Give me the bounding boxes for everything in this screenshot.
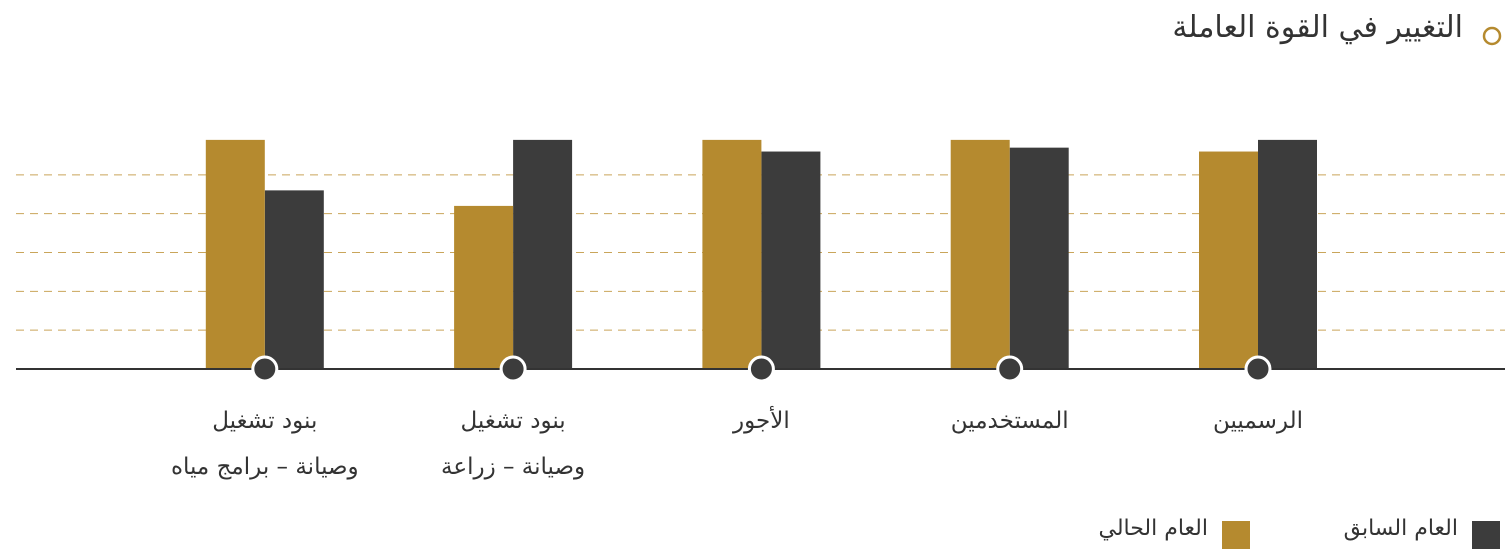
bar bbox=[1009, 147, 1069, 369]
bar bbox=[264, 190, 324, 369]
bar bbox=[454, 205, 514, 369]
legend-swatch bbox=[1222, 521, 1250, 549]
bar bbox=[950, 139, 1010, 369]
bar bbox=[761, 151, 821, 369]
legend-label: العام السابق bbox=[1343, 516, 1458, 541]
bar bbox=[1199, 151, 1258, 369]
bar bbox=[513, 139, 573, 369]
legend-swatch bbox=[1472, 521, 1500, 549]
axis-marker bbox=[499, 355, 527, 383]
x-tick-label: بنود تشغيل وصيانة – زراعة bbox=[441, 408, 586, 480]
x-tick-label: المستخدمين bbox=[950, 408, 1069, 434]
bar bbox=[702, 139, 762, 369]
bar bbox=[1258, 139, 1317, 369]
bar bbox=[205, 139, 265, 369]
axis-marker bbox=[251, 355, 279, 383]
legend-label: العام الحالي bbox=[1098, 516, 1208, 541]
title-icon bbox=[1482, 26, 1502, 46]
axis-marker bbox=[1244, 355, 1272, 383]
x-tick-label: بنود تشغيل وصيانة – برامج مياه bbox=[170, 408, 359, 480]
x-tick-label: الرسميين bbox=[1212, 408, 1304, 434]
chart-title: التغيير في القوة العاملة bbox=[1172, 10, 1463, 45]
axis-marker bbox=[996, 355, 1024, 383]
axis-marker bbox=[747, 355, 775, 383]
x-tick-label: الأجور bbox=[733, 408, 790, 434]
